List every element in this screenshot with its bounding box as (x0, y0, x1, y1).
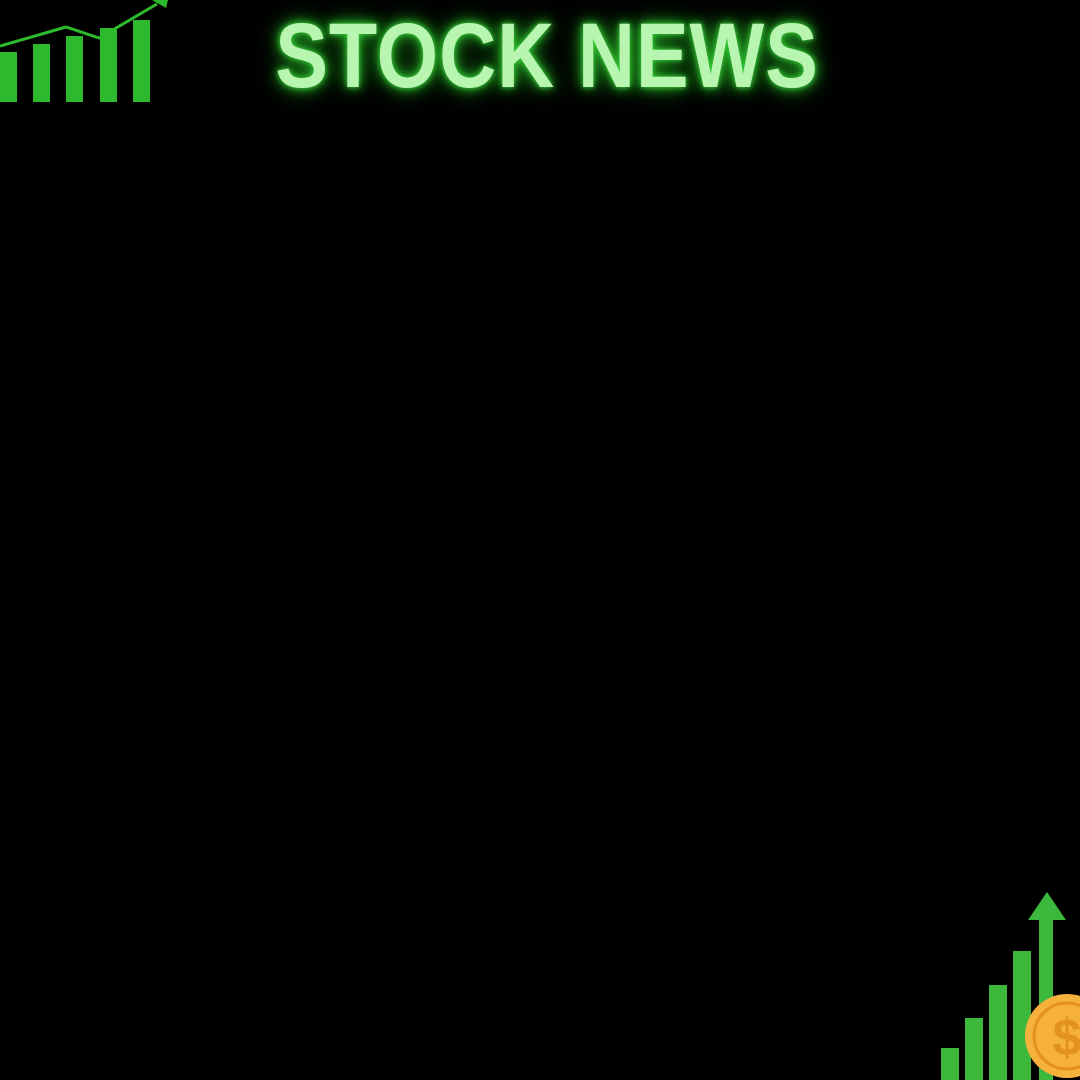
growth-bar-chart-icon: $ (941, 892, 1080, 1080)
svg-text:$: $ (1053, 1009, 1080, 1067)
page-title: STOCK NEWS (275, 5, 819, 107)
growth-bar-chart-icon (0, 0, 168, 102)
dollar-coin-icon: $ (1025, 994, 1080, 1078)
